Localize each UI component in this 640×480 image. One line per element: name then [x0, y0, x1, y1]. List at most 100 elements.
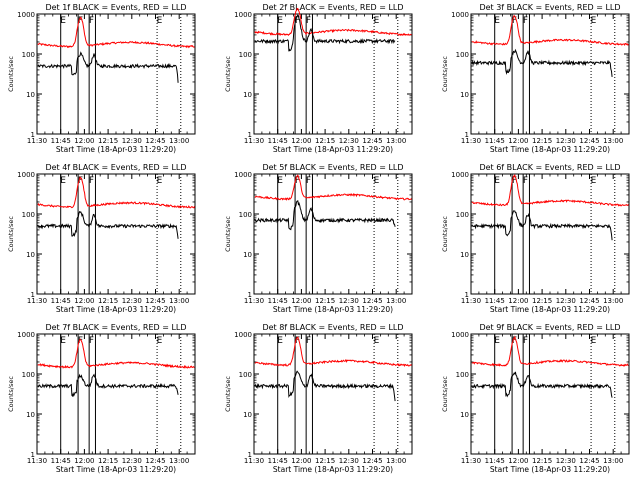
events-series-line	[254, 200, 396, 231]
x-tick-label: 12:00	[508, 297, 528, 305]
x-tick-label: 11:45	[268, 297, 288, 305]
x-tick-label: 13:00	[169, 457, 189, 465]
x-tick-label: 12:00	[291, 457, 311, 465]
x-tick-label: 12:15	[98, 137, 118, 145]
marker-label: F	[295, 176, 300, 186]
marker-label: E	[591, 16, 597, 26]
y-axis-label: Counts/sec	[224, 56, 232, 92]
x-tick-label: 11:30	[27, 297, 47, 305]
panel-title: Det 8f BLACK = Events, RED = LLD	[262, 323, 403, 332]
marker-label: E	[374, 336, 380, 346]
marker-label: F	[78, 16, 83, 26]
marker-label: E	[157, 176, 163, 186]
y-tick-label: 10	[243, 251, 252, 259]
y-axis-label: Counts/sec	[441, 376, 449, 412]
x-tick-label: 12:30	[556, 457, 576, 465]
x-tick-label: 11:45	[485, 457, 505, 465]
marker-label: F	[523, 336, 528, 346]
panel-title: Det 9f BLACK = Events, RED = LLD	[479, 323, 620, 332]
y-axis-label: Counts/sec	[7, 376, 15, 412]
y-tick-label: 1	[248, 451, 252, 459]
x-tick-label: 12:00	[291, 297, 311, 305]
x-tick-label: 12:15	[98, 297, 118, 305]
panel-title: Det 5f BLACK = Events, RED = LLD	[262, 163, 403, 172]
panel-det-7: Det 7f BLACK = Events, RED = LLD 1 10 100 10…	[7, 323, 196, 474]
lld-series-line	[254, 174, 412, 201]
marker-label: F	[306, 16, 311, 26]
x-tick-label: 13:00	[386, 297, 406, 305]
y-axis-label: Counts/sec	[7, 216, 15, 252]
y-tick-label: 1000	[451, 11, 469, 19]
x-tick-label: 12:30	[122, 137, 142, 145]
x-tick-label: 12:00	[74, 297, 94, 305]
panel-title: Det 7f BLACK = Events, RED = LLD	[45, 323, 186, 332]
x-tick-label: 12:30	[556, 137, 576, 145]
marker-label: F	[306, 176, 311, 186]
x-tick-label: 12:30	[339, 297, 359, 305]
y-tick-label: 100	[239, 51, 252, 59]
x-tick-label: 12:30	[122, 457, 142, 465]
x-tick-label: 11:45	[51, 457, 71, 465]
x-tick-label: 12:45	[362, 457, 382, 465]
x-tick-label: 11:30	[244, 297, 264, 305]
events-series-line	[254, 14, 396, 52]
y-tick-label: 1000	[17, 331, 35, 339]
x-tick-label: 12:00	[508, 137, 528, 145]
lld-series-line	[254, 336, 412, 367]
panel-title: Det 1f BLACK = Events, RED = LLD	[45, 3, 186, 12]
y-tick-label: 100	[239, 211, 252, 219]
y-tick-label: 1000	[234, 331, 252, 339]
marker-label: F	[295, 16, 300, 26]
y-tick-label: 1	[465, 451, 469, 459]
y-axis-label: Counts/sec	[441, 56, 449, 92]
marker-label: F	[78, 336, 83, 346]
x-tick-label: 13:00	[386, 137, 406, 145]
x-tick-label: 12:15	[315, 297, 335, 305]
events-series-line	[37, 210, 179, 239]
x-tick-label: 12:00	[508, 457, 528, 465]
x-tick-label: 11:30	[461, 137, 481, 145]
marker-label: F	[523, 16, 528, 26]
x-tick-label: 12:15	[532, 457, 552, 465]
x-tick-label: 11:45	[268, 137, 288, 145]
y-tick-label: 1	[465, 131, 469, 139]
panel-title: Det 3f BLACK = Events, RED = LLD	[479, 3, 620, 12]
marker-label: E	[591, 336, 597, 346]
x-axis-label: Start Time (18-Apr-03 11:29:20)	[490, 145, 610, 154]
y-tick-label: 1	[31, 131, 35, 139]
x-tick-label: 12:00	[74, 137, 94, 145]
x-tick-label: 12:15	[315, 457, 335, 465]
lld-series-line	[37, 338, 195, 369]
x-tick-label: 12:45	[579, 457, 599, 465]
x-axis-label: Start Time (18-Apr-03 11:29:20)	[56, 465, 176, 474]
y-axis-label: Counts/sec	[224, 216, 232, 252]
x-tick-label: 12:15	[315, 137, 335, 145]
x-tick-label: 12:45	[579, 137, 599, 145]
x-tick-label: 11:30	[27, 137, 47, 145]
marker-label: E	[494, 336, 500, 346]
x-tick-label: 13:00	[603, 137, 623, 145]
marker-label: F	[523, 176, 528, 186]
y-tick-label: 100	[22, 371, 35, 379]
x-tick-label: 11:30	[461, 297, 481, 305]
x-axis-label: Start Time (18-Apr-03 11:29:20)	[273, 145, 393, 154]
events-series-line	[254, 370, 396, 402]
lld-series-line	[254, 7, 412, 37]
y-tick-label: 1	[248, 291, 252, 299]
lld-series-line	[471, 14, 629, 46]
x-tick-label: 12:30	[556, 297, 576, 305]
panel-title: Det 4f BLACK = Events, RED = LLD	[45, 163, 186, 172]
x-tick-label: 12:15	[532, 297, 552, 305]
panel-det-9: Det 9f BLACK = Events, RED = LLD 1 10 100 10…	[441, 323, 630, 474]
x-tick-label: 13:00	[603, 457, 623, 465]
events-series-line	[37, 373, 179, 398]
panel-det-3: Det 3f BLACK = Events, RED = LLD 1 10 100 10…	[441, 3, 630, 154]
x-tick-label: 11:45	[485, 297, 505, 305]
y-tick-label: 10	[243, 411, 252, 419]
y-axis-label: Counts/sec	[224, 376, 232, 412]
x-tick-label: 11:30	[461, 457, 481, 465]
panel-det-5: Det 5f BLACK = Events, RED = LLD 1 10 100 10…	[224, 163, 413, 314]
panel-det-2: Det 2f BLACK = Events, RED = LLD 1 10 100 10…	[224, 3, 413, 154]
x-tick-label: 13:00	[386, 457, 406, 465]
